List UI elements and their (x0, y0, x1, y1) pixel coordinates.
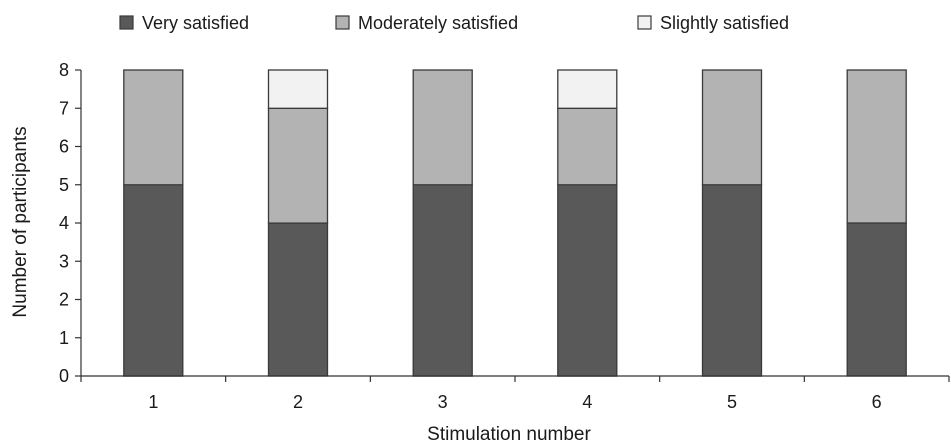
x-axis-title: Stimulation number (427, 424, 591, 445)
bar-slightly-satisfied-2 (269, 70, 328, 108)
bars (124, 70, 906, 376)
bar-very-satisfied-5 (703, 185, 762, 376)
y-tick-label: 8 (59, 60, 69, 80)
x-tick-label: 6 (872, 392, 882, 412)
bar-very-satisfied-4 (558, 185, 617, 376)
x-tick-label: 4 (582, 392, 592, 412)
bar-moderately-satisfied-3 (413, 70, 472, 185)
x-tick-label: 2 (293, 392, 303, 412)
bar-very-satisfied-6 (847, 223, 906, 376)
y-tick-label: 1 (59, 328, 69, 348)
y-tick-label: 2 (59, 290, 69, 310)
axes: 0 1 2 3 4 5 6 7 8 1 2 3 4 5 6 (59, 60, 949, 412)
legend-swatch-moderately-satisfied (336, 16, 349, 29)
y-tick-label: 5 (59, 175, 69, 195)
bar-moderately-satisfied-2 (269, 108, 328, 223)
x-tick-label: 1 (148, 392, 158, 412)
legend-swatch-slightly-satisfied (638, 16, 651, 29)
y-tick-label: 7 (59, 98, 69, 118)
bar-moderately-satisfied-1 (124, 70, 183, 185)
x-tick-label: 3 (438, 392, 448, 412)
y-axis-title: Number of participants (10, 126, 31, 317)
legend: Very satisfied Moderately satisfied Slight… (120, 13, 789, 33)
x-tick-label: 5 (727, 392, 737, 412)
legend-label-slightly-satisfied: Slightly satisfied (660, 13, 789, 33)
bar-slightly-satisfied-4 (558, 70, 617, 108)
y-tick-label: 3 (59, 251, 69, 271)
legend-swatch-very-satisfied (120, 16, 133, 29)
bar-very-satisfied-1 (124, 185, 183, 376)
bar-moderately-satisfied-4 (558, 108, 617, 185)
y-tick-label: 4 (59, 213, 69, 233)
y-tick-label: 6 (59, 137, 69, 157)
bar-moderately-satisfied-6 (847, 70, 906, 223)
bar-very-satisfied-3 (413, 185, 472, 376)
y-tick-label: 0 (59, 366, 69, 386)
legend-label-very-satisfied: Very satisfied (142, 13, 249, 33)
bar-moderately-satisfied-5 (703, 70, 762, 185)
bar-very-satisfied-2 (269, 223, 328, 376)
legend-label-moderately-satisfied: Moderately satisfied (358, 13, 518, 33)
